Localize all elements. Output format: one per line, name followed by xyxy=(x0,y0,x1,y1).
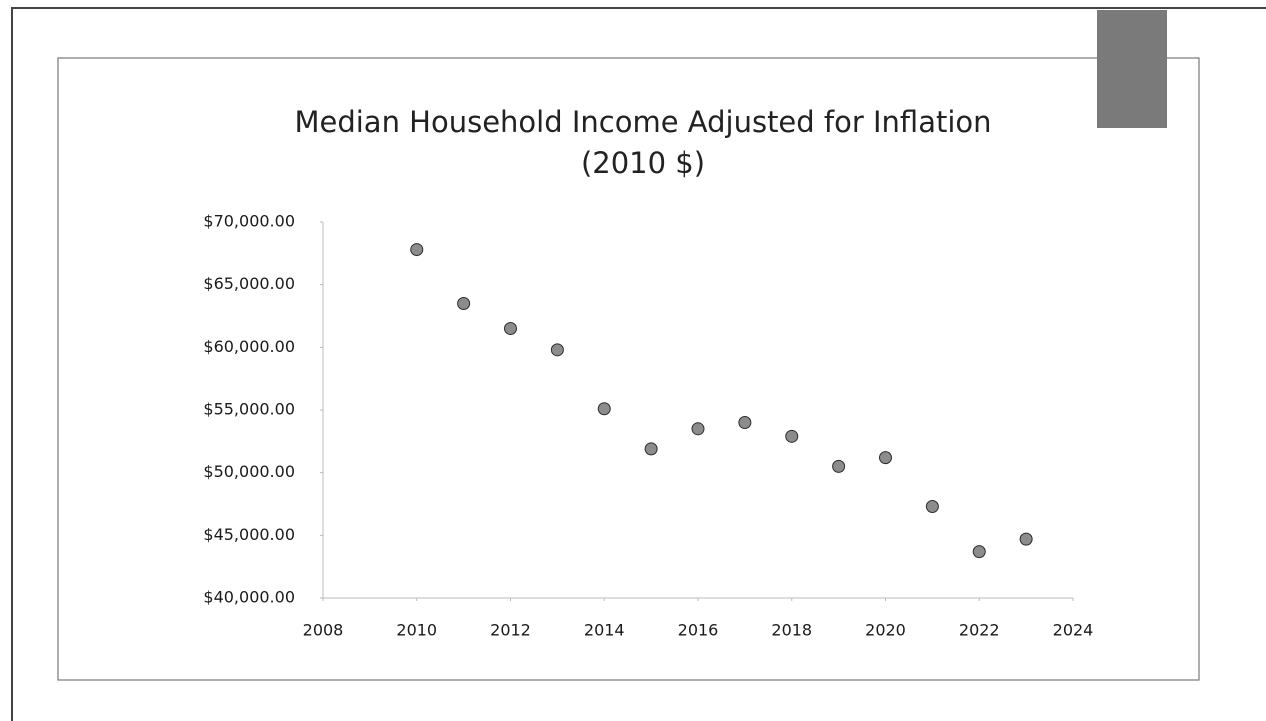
y-tick-label: $65,000.00 xyxy=(203,274,295,293)
x-tick-label: 2022 xyxy=(959,621,1000,640)
data-point xyxy=(972,545,986,559)
chart-title: (2010 $) xyxy=(581,146,705,180)
data-point xyxy=(879,451,892,465)
data-point xyxy=(410,243,424,257)
data-point xyxy=(504,322,517,336)
chart-title: Median Household Income Adjusted for Inf… xyxy=(294,105,991,139)
x-tick-label: 2018 xyxy=(771,621,812,640)
data-point xyxy=(925,500,939,514)
y-tick-label: $70,000.00 xyxy=(203,212,295,231)
data-point xyxy=(597,402,611,416)
x-tick-label: 2010 xyxy=(396,621,437,640)
x-tick-label: 2014 xyxy=(584,621,625,640)
x-tick-label: 2024 xyxy=(1053,621,1094,640)
data-point xyxy=(832,459,846,473)
data-point xyxy=(691,422,705,436)
data-point xyxy=(457,296,471,310)
data-point xyxy=(550,343,564,357)
y-tick-label: $60,000.00 xyxy=(203,337,295,356)
data-point xyxy=(1019,532,1033,546)
scan-artifact xyxy=(1097,10,1167,128)
y-tick-label: $55,000.00 xyxy=(203,400,295,419)
chart-frame xyxy=(57,57,1200,681)
x-tick-label: 2008 xyxy=(303,621,344,640)
y-tick-label: $50,000.00 xyxy=(203,462,295,481)
x-tick-label: 2020 xyxy=(865,621,906,640)
data-point xyxy=(785,429,799,443)
y-tick-label: $45,000.00 xyxy=(203,525,295,544)
x-tick-label: 2016 xyxy=(678,621,719,640)
y-tick-label: $40,000.00 xyxy=(203,588,295,607)
page-border xyxy=(11,7,1266,721)
x-tick-label: 2012 xyxy=(490,621,531,640)
data-point xyxy=(644,442,658,456)
data-point xyxy=(738,416,752,430)
